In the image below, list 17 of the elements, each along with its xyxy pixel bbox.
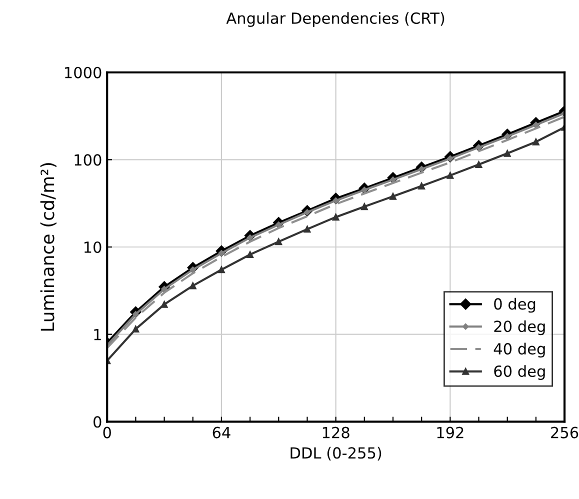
legend-label: 0 deg <box>494 298 536 313</box>
y-tick-label: 0 <box>94 416 102 428</box>
x-tick-label: 64 <box>212 426 230 438</box>
legend-label: 40 deg <box>494 342 545 358</box>
y-tick-label: 1 <box>94 328 101 340</box>
legend-label: 20 deg <box>494 320 545 336</box>
legend-label: 60 deg <box>494 365 545 380</box>
y-tick-label: 100 <box>74 154 102 166</box>
x-tick-label: 0 <box>103 426 111 438</box>
y-tick-label: 10 <box>84 241 102 254</box>
x-tick-label: 256 <box>551 426 578 438</box>
chart-title: Angular Dependencies (CRT) <box>226 12 444 27</box>
x-tick-label: 128 <box>322 426 350 438</box>
x-tick-label: 192 <box>437 426 464 438</box>
y-axis-title: Luminance (cd/m²) <box>40 163 56 331</box>
y-tick-label: 1000 <box>65 66 102 78</box>
x-axis-title: DDL (0-255) <box>290 446 382 460</box>
